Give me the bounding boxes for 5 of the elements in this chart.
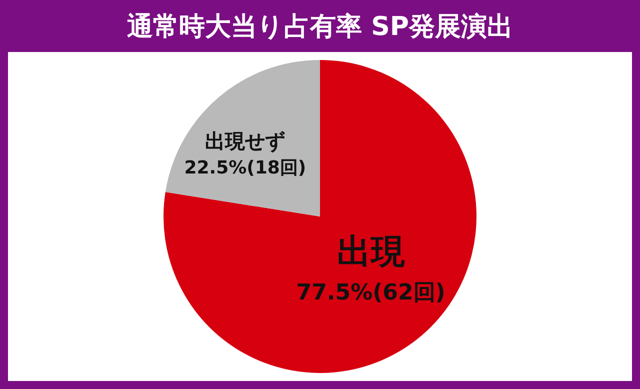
chart-title: 通常時大当り占有率 SP発展演出	[126, 10, 514, 44]
data-label: 77.5%(62回)	[296, 280, 446, 306]
slice-label: 出現	[336, 232, 405, 272]
data-label: 22.5%(18回)	[184, 158, 306, 179]
slice-label: 出現せず	[205, 129, 286, 154]
